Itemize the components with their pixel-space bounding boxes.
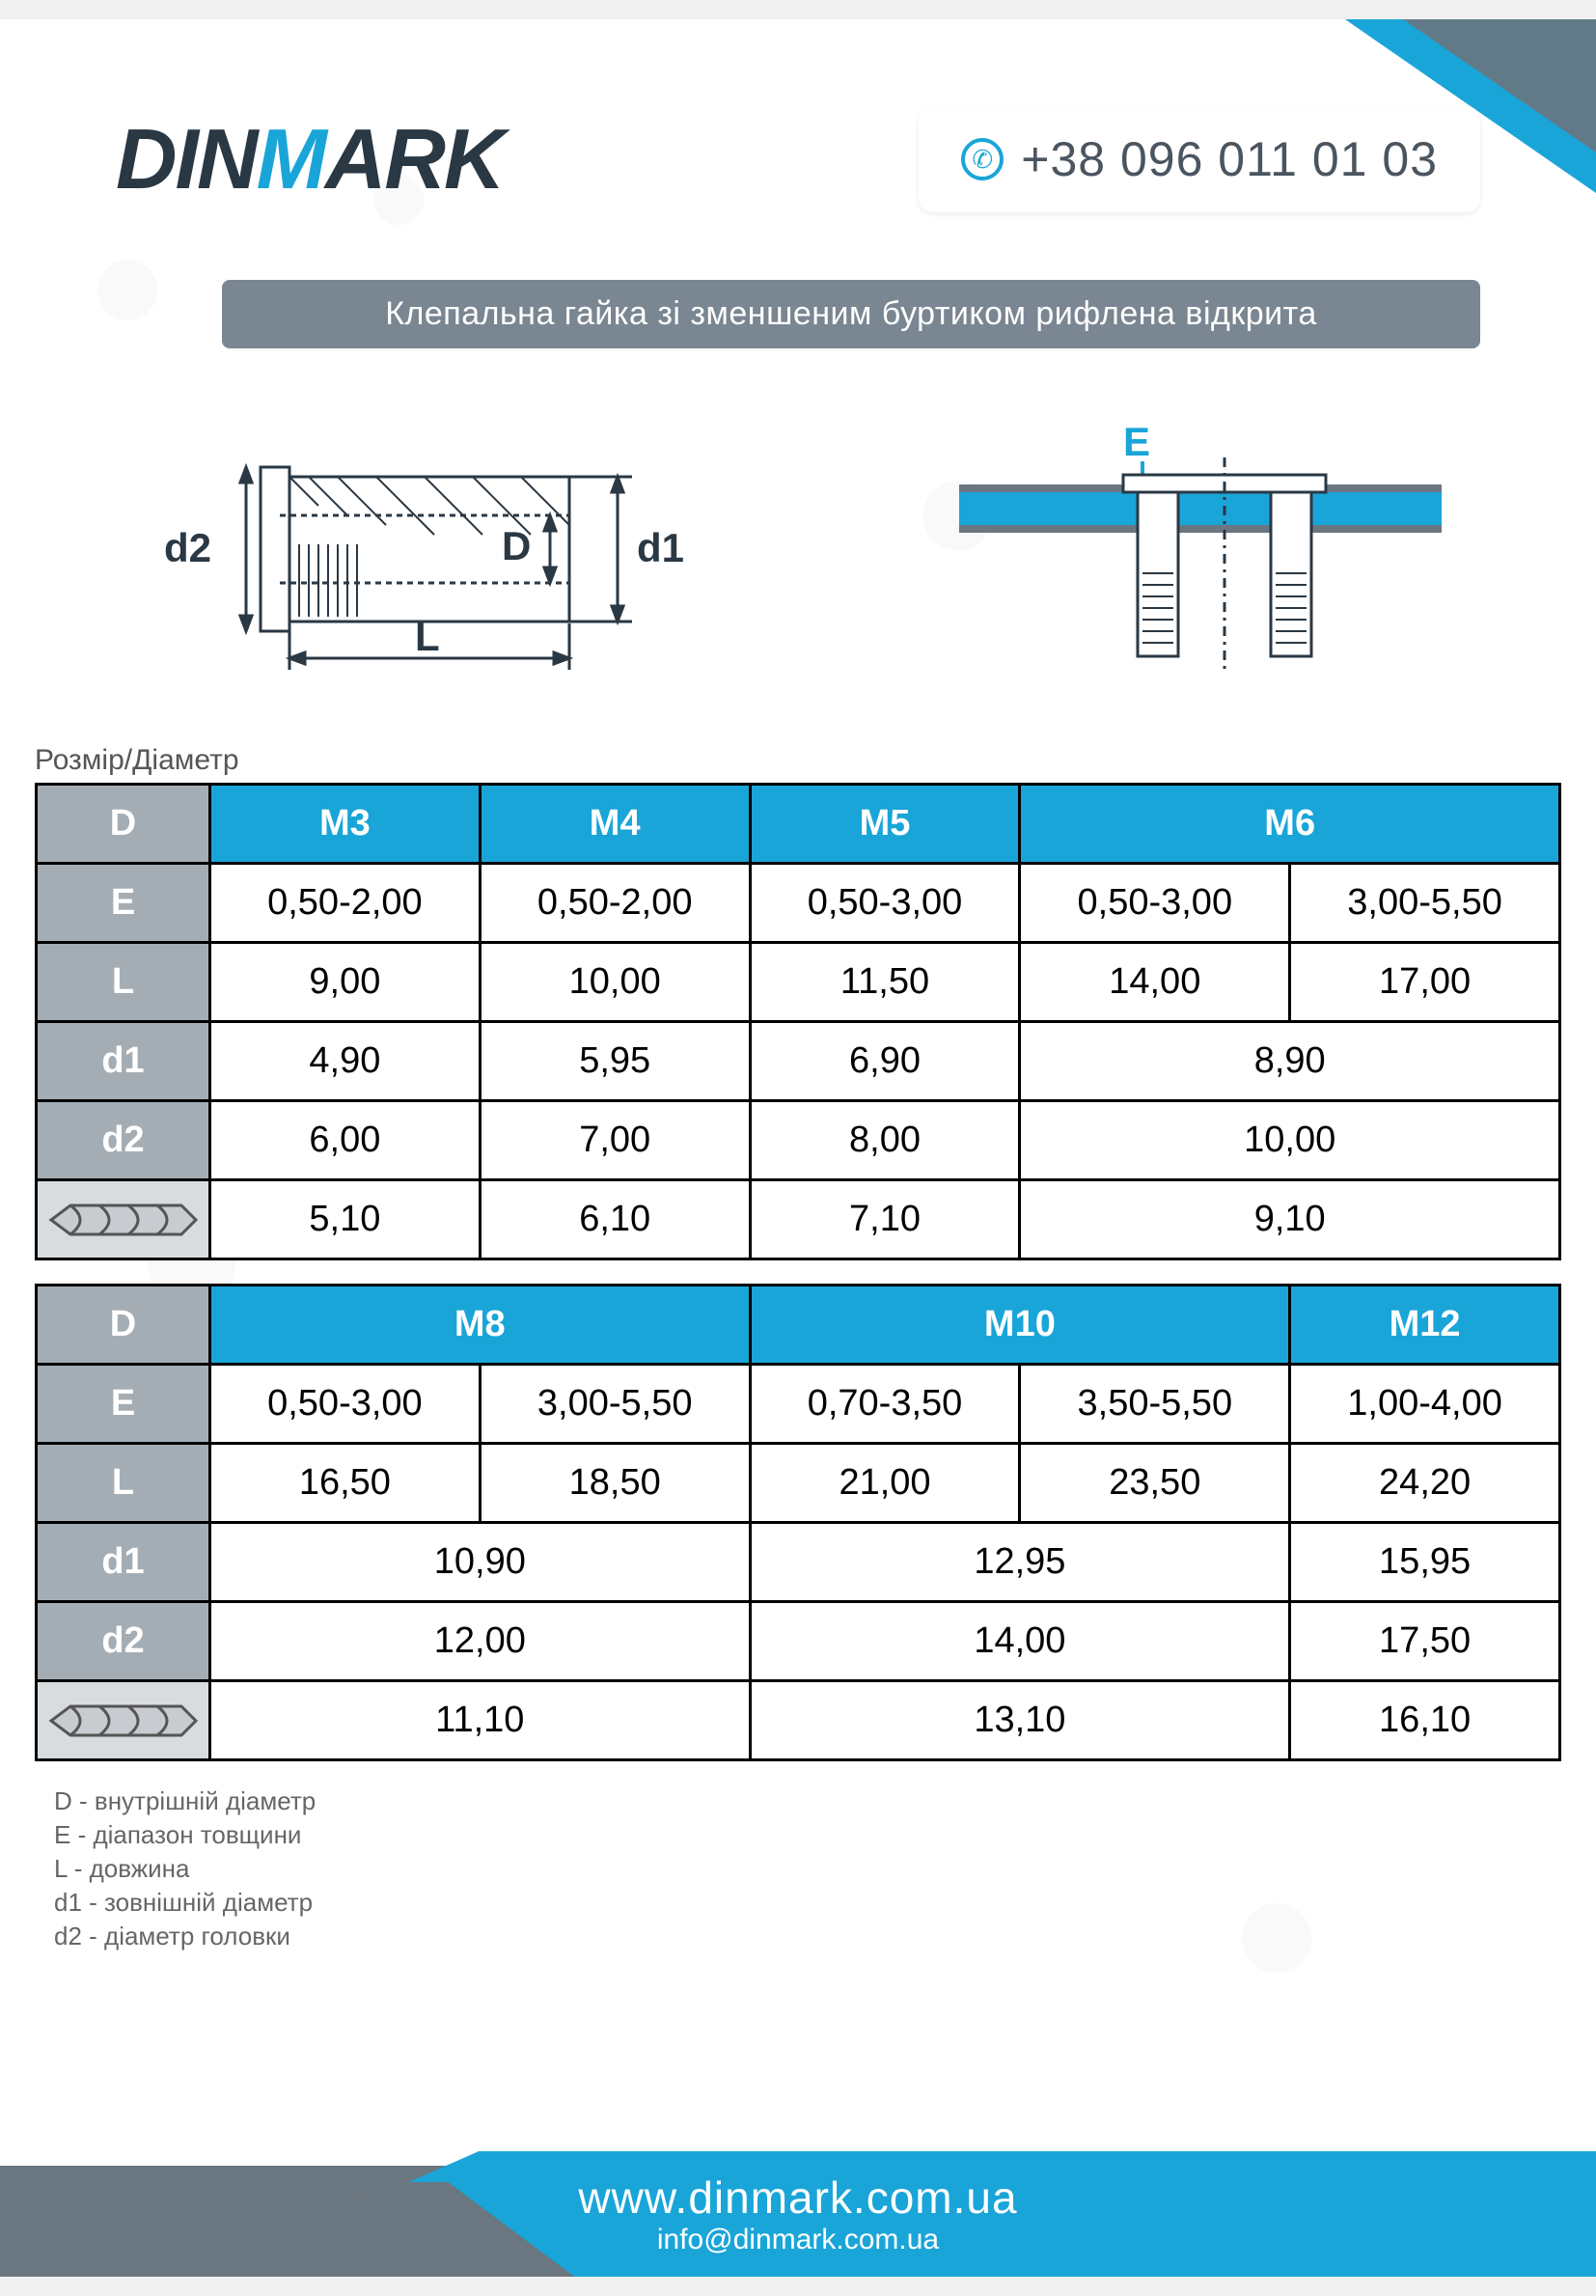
legend-line: L - довжина bbox=[54, 1852, 1596, 1886]
table-cell: 16,10 bbox=[1290, 1681, 1560, 1760]
row-label: d2 bbox=[37, 1101, 210, 1180]
table-cell: 0,70-3,50 bbox=[750, 1365, 1020, 1444]
row-label: L bbox=[37, 943, 210, 1022]
label-d1: d1 bbox=[637, 525, 684, 570]
table-caption: Розмір/Діаметр bbox=[35, 744, 1596, 777]
row-label: E bbox=[37, 1365, 210, 1444]
phone-number: +38 096 011 01 03 bbox=[1021, 131, 1438, 187]
row-label-drill-icon bbox=[37, 1180, 210, 1259]
table-cell: 8,00 bbox=[750, 1101, 1020, 1180]
table-cell: 0,50-3,00 bbox=[1020, 864, 1290, 943]
size-header: M6 bbox=[1020, 785, 1560, 864]
table-cell: 10,00 bbox=[480, 943, 750, 1022]
table-cell: 10,90 bbox=[210, 1523, 751, 1602]
phone-box: ✆ +38 096 011 01 03 bbox=[919, 106, 1480, 212]
table-cell: 23,50 bbox=[1020, 1444, 1290, 1523]
table-cell: 0,50-2,00 bbox=[210, 864, 481, 943]
table-cell: 10,00 bbox=[1020, 1101, 1560, 1180]
legend: D - внутрішній діаметрE - діапазон товщи… bbox=[54, 1784, 1596, 1953]
table-cell: 11,50 bbox=[750, 943, 1020, 1022]
table-cell: 12,95 bbox=[750, 1523, 1290, 1602]
table-cell: 7,00 bbox=[480, 1101, 750, 1180]
row-label: L bbox=[37, 1444, 210, 1523]
table-cell: 17,00 bbox=[1290, 943, 1560, 1022]
diagrams-row: d2 D d1 bbox=[96, 406, 1461, 705]
table-cell: 9,10 bbox=[1020, 1180, 1560, 1259]
legend-line: D - внутрішній діаметр bbox=[54, 1784, 1596, 1818]
size-header: M8 bbox=[210, 1286, 751, 1365]
spec-table-1: DM3M4M5M6E0,50-2,000,50-2,000,50-3,000,5… bbox=[35, 783, 1561, 1260]
row-label: d2 bbox=[37, 1602, 210, 1681]
row-label: E bbox=[37, 864, 210, 943]
table-cell: 18,50 bbox=[480, 1444, 750, 1523]
table-cell: 0,50-3,00 bbox=[750, 864, 1020, 943]
row-label-drill-icon bbox=[37, 1681, 210, 1760]
legend-line: d1 - зовнішній діаметр bbox=[54, 1886, 1596, 1920]
logo-text-pre: DIN bbox=[116, 111, 257, 207]
table-cell: 14,00 bbox=[1020, 943, 1290, 1022]
table-cell: 21,00 bbox=[750, 1444, 1020, 1523]
size-header: M4 bbox=[480, 785, 750, 864]
title-bar: Клепальна гайка зі зменшеним буртиком ри… bbox=[222, 280, 1480, 348]
footer-email: info@dinmark.com.ua bbox=[657, 2224, 939, 2256]
table-cell: 0,50-2,00 bbox=[480, 864, 750, 943]
table-cell: 9,00 bbox=[210, 943, 481, 1022]
label-d2: d2 bbox=[164, 525, 211, 570]
table-cell: 3,00-5,50 bbox=[480, 1365, 750, 1444]
logo-text-post: ARK bbox=[325, 111, 504, 207]
diagram-installed: E bbox=[959, 419, 1461, 694]
header: DINMARK ✆ +38 096 011 01 03 bbox=[0, 19, 1596, 251]
table-cell: 3,50-5,50 bbox=[1020, 1365, 1290, 1444]
label-D: D bbox=[502, 523, 531, 568]
table-cell: 7,10 bbox=[750, 1180, 1020, 1259]
table-cell: 6,00 bbox=[210, 1101, 481, 1180]
spec-table-2: DM8M10M12 E0,50-3,003,00-5,500,70-3,503,5… bbox=[35, 1284, 1561, 1761]
col-header-D: D bbox=[37, 1286, 210, 1365]
table-cell: 12,00 bbox=[210, 1602, 751, 1681]
phone-icon: ✆ bbox=[961, 138, 1004, 180]
table-cell: 5,95 bbox=[480, 1022, 750, 1101]
row-label: d1 bbox=[37, 1022, 210, 1101]
row-label: d1 bbox=[37, 1523, 210, 1602]
size-header: M5 bbox=[750, 785, 1020, 864]
table-cell: 15,95 bbox=[1290, 1523, 1560, 1602]
label-L: L bbox=[415, 614, 440, 659]
table-cell: 24,20 bbox=[1290, 1444, 1560, 1523]
table-cell: 6,10 bbox=[480, 1180, 750, 1259]
table-cell: 17,50 bbox=[1290, 1602, 1560, 1681]
table-cell: 6,90 bbox=[750, 1022, 1020, 1101]
footer-url: www.dinmark.com.ua bbox=[578, 2172, 1017, 2224]
table-cell: 14,00 bbox=[750, 1602, 1290, 1681]
logo: DINMARK bbox=[116, 110, 504, 208]
table-cell: 3,00-5,50 bbox=[1290, 864, 1560, 943]
size-header: M3 bbox=[210, 785, 481, 864]
table-cell: 13,10 bbox=[750, 1681, 1290, 1760]
size-header: M12 bbox=[1290, 1286, 1560, 1365]
col-header-D: D bbox=[37, 785, 210, 864]
table-cell: 4,90 bbox=[210, 1022, 481, 1101]
label-E: E bbox=[1123, 419, 1150, 464]
legend-line: E - діапазон товщини bbox=[54, 1818, 1596, 1852]
diagram-dimensions: d2 D d1 bbox=[96, 409, 714, 704]
table-cell: 0,50-3,00 bbox=[210, 1365, 481, 1444]
legend-line: d2 - діаметр головки bbox=[54, 1920, 1596, 1953]
table-cell: 11,10 bbox=[210, 1681, 751, 1760]
table-cell: 1,00-4,00 bbox=[1290, 1365, 1560, 1444]
footer: www.dinmark.com.ua info@dinmark.com.ua bbox=[0, 2103, 1596, 2277]
table-cell: 5,10 bbox=[210, 1180, 481, 1259]
logo-text-accent: M bbox=[257, 111, 325, 207]
size-header: M10 bbox=[750, 1286, 1290, 1365]
table-cell: 8,90 bbox=[1020, 1022, 1560, 1101]
table-cell: 16,50 bbox=[210, 1444, 481, 1523]
